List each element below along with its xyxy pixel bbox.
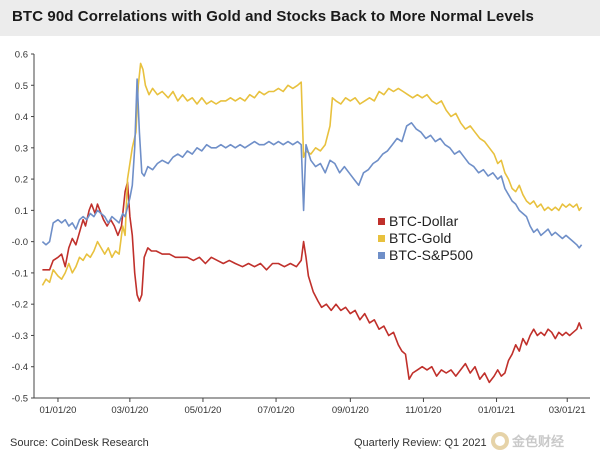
- x-tick-label: 05/01/20: [184, 405, 221, 416]
- x-tick-label: 11/01/20: [405, 405, 441, 416]
- legend-swatch: [378, 252, 385, 259]
- report-label: Quarterly Review: Q1 2021: [354, 437, 487, 449]
- coin-icon: [491, 432, 509, 450]
- y-tick-label: 0.5: [15, 81, 28, 92]
- y-tick-label: 0.3: [15, 143, 28, 154]
- legend-swatch: [378, 235, 385, 242]
- x-tick-label: 01/01/20: [39, 405, 76, 416]
- y-tick-label: -0.4: [12, 362, 28, 373]
- legend-label: BTC-Gold: [389, 230, 451, 246]
- source-note: Source: CoinDesk Research: [10, 437, 149, 449]
- series-line-1: [42, 181, 583, 384]
- x-tick-label: 03/01/20: [111, 405, 148, 416]
- y-tick-label: -0.2: [12, 300, 28, 311]
- y-tick-label: -0.3: [12, 331, 28, 342]
- title-bar: BTC 90d Correlations with Gold and Stock…: [0, 0, 600, 36]
- y-tick-label: -0.1: [12, 268, 28, 279]
- y-tick-label: 0.1: [15, 206, 28, 217]
- chart-title: BTC 90d Correlations with Gold and Stock…: [12, 8, 534, 25]
- watermark-logo: 金色财经: [490, 425, 598, 455]
- y-tick-label: 0.4: [15, 112, 28, 123]
- y-tick-label: -0.0: [12, 237, 28, 248]
- y-tick-label: 0.6: [15, 50, 28, 61]
- legend-label: BTC-S&P500: [389, 247, 473, 263]
- series-line-3: [41, 78, 583, 249]
- x-tick-label: 01/01/21: [478, 405, 515, 416]
- x-tick-label: 03/01/21: [549, 405, 586, 416]
- x-tick-label: 09/01/20: [332, 405, 369, 416]
- y-tick-label: -0.5: [12, 394, 28, 405]
- legend-label: BTC-Dollar: [389, 213, 459, 229]
- chart-canvas: -0.5 -0.4 -0.3 -0.2 -0.1 -0.0 0.1 0.2 0.3 0.4 0.5 0…: [12, 50, 590, 416]
- y-tick-label: 0.2: [15, 175, 28, 186]
- watermark-text: 金色财经: [512, 434, 565, 449]
- legend-swatch: [378, 218, 385, 225]
- series-line-2: [41, 62, 583, 286]
- x-tick-label: 07/01/20: [258, 405, 295, 416]
